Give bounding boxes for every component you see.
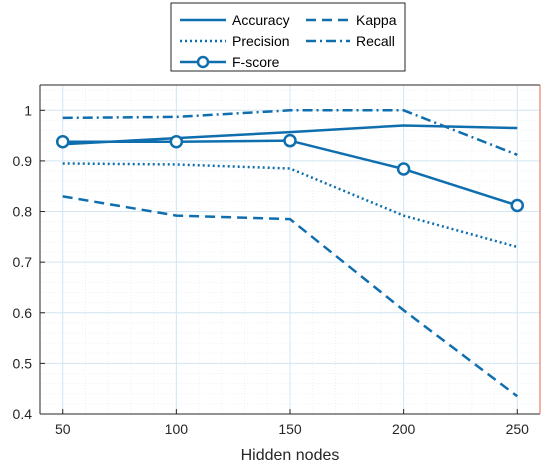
y-tick-label: 0.8 — [13, 204, 33, 220]
y-tick-label: 0.6 — [13, 305, 33, 321]
legend-label-precision: Precision — [232, 33, 290, 49]
legend-box — [170, 2, 406, 72]
series-line-kappa — [62, 195, 519, 398]
legend-label-kappa: Kappa — [356, 12, 397, 28]
x-tick-label: 100 — [165, 421, 189, 437]
data-point-f-score — [283, 133, 297, 148]
y-tick-label: 0.5 — [13, 355, 33, 371]
legend-label-recall: Recall — [356, 33, 395, 49]
x-tick-label: 150 — [278, 421, 302, 437]
data-point-f-score — [169, 134, 184, 149]
legend-label-f-score: F-score — [232, 54, 280, 70]
y-tick-label: 1 — [24, 102, 32, 118]
plot-area: 50 100 150 200 250 0.4 0.5 0.6 0.7 0.8 0.9 1 — [13, 84, 541, 437]
x-axis-label: Hidden nodes — [241, 447, 340, 464]
y-tick-label: 0.9 — [13, 153, 33, 169]
y-tick-label: 0.4 — [13, 406, 33, 422]
x-tick-label: 200 — [392, 421, 416, 437]
data-point-f-score — [396, 162, 411, 176]
x-tick-label: 250 — [506, 421, 530, 437]
y-tick-label: 0.7 — [13, 254, 33, 270]
series-line-precision — [62, 162, 518, 249]
series-line-recall — [62, 109, 518, 157]
legend: Accuracy Kappa Precision Recall F-score — [170, 2, 406, 72]
legend-marker-f-score — [196, 55, 210, 69]
data-point-f-score — [55, 134, 70, 149]
x-tick-label: 50 — [55, 421, 71, 437]
legend-label-accuracy: Accuracy — [232, 12, 290, 28]
data-point-f-score — [510, 198, 525, 213]
